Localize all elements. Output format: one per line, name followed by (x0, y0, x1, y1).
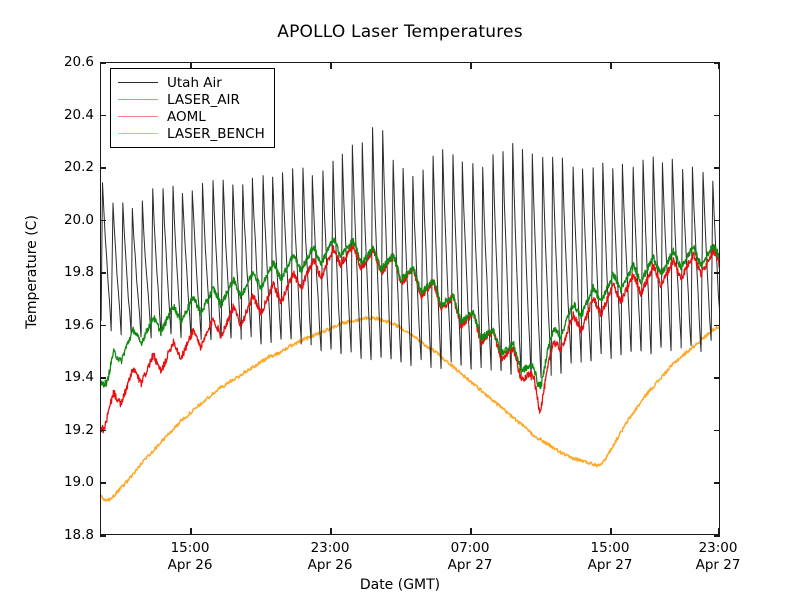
legend-label: Utah Air (167, 74, 222, 91)
y-tick-mark (714, 167, 720, 169)
y-tick-label: 19.8 (63, 264, 94, 281)
y-tick-label: 20.4 (63, 106, 94, 123)
y-tick-mark (714, 272, 720, 274)
y-tick-label: 18.8 (63, 527, 94, 543)
plot-svg (101, 127, 719, 502)
x-tick-mark (190, 62, 192, 69)
legend-item[interactable]: LASER_BENCH (118, 125, 265, 142)
x-tick-label: 15:00 Apr 27 (555, 540, 665, 574)
y-tick-label: 20.0 (63, 211, 94, 228)
legend-label: AOML (167, 108, 206, 125)
x-tick-mark (610, 528, 612, 535)
y-tick-mark (714, 535, 720, 537)
y-tick-mark (714, 324, 720, 327)
x-axis-tick-labels: 15:00 Apr 26 23:00 Apr 26 07:00 Apr 27 15:00 Ap… (0, 540, 800, 584)
y-tick-label: 19.4 (63, 369, 94, 386)
x-tick-mark (470, 62, 472, 69)
y-tick-mark (100, 324, 106, 327)
y-tick-mark (714, 377, 720, 379)
x-tick-time: 15:00 (170, 540, 210, 556)
y-tick-label: 19.0 (63, 474, 94, 491)
y-axis-tick-labels: 18.8 19.0 19.2 19.4 19.6 19.8 20.0 20.2 20.4 20.6 (34, 54, 94, 543)
y-tick-label: 19.2 (63, 421, 94, 438)
legend-item[interactable]: AOML (118, 108, 265, 125)
x-tick-date: Apr 27 (587, 557, 633, 573)
x-tick-date: Apr 27 (447, 557, 493, 573)
y-tick-mark (100, 377, 106, 379)
y-tick-mark (714, 62, 720, 64)
y-tick-mark (100, 429, 106, 432)
y-tick-mark (714, 219, 720, 222)
legend-item[interactable]: LASER_AIR (118, 91, 265, 108)
chart-title: APOLLO Laser Temperatures (277, 22, 523, 42)
x-axis-label: Date (GMT) (359, 577, 441, 593)
x-tick-label: 23:00 Apr 27 (663, 540, 773, 574)
x-tick-label: 07:00 Apr 27 (415, 540, 525, 574)
chart-legend: Utah Air LASER_AIR AOML LASER_BENCH (110, 68, 275, 148)
y-tick-mark (100, 535, 106, 537)
y-tick-mark (714, 114, 720, 117)
x-tick-mark (190, 528, 192, 535)
y-tick-mark (100, 167, 106, 169)
x-tick-date: Apr 26 (307, 557, 353, 573)
x-tick-mark (718, 62, 720, 69)
y-tick-mark (714, 429, 720, 432)
y-tick-mark (100, 114, 106, 117)
x-tick-mark (718, 528, 720, 535)
legend-color-swatch (118, 82, 158, 83)
legend-color-swatch (118, 133, 158, 134)
legend-label: LASER_BENCH (167, 125, 265, 142)
y-tick-mark (100, 272, 106, 274)
x-tick-time: 15:00 (590, 540, 630, 556)
x-tick-date: Apr 27 (695, 557, 741, 573)
series-line-utah-air (101, 127, 719, 381)
x-tick-time: 23:00 (698, 540, 738, 556)
legend-color-swatch (118, 99, 158, 100)
y-tick-mark (714, 482, 720, 485)
x-tick-mark (610, 62, 612, 69)
legend-label: LASER_AIR (167, 91, 240, 108)
x-tick-mark (330, 528, 332, 535)
y-tick-label: 19.6 (63, 316, 94, 333)
x-tick-mark (470, 528, 472, 535)
series-line-laser-air (101, 236, 719, 390)
x-tick-time: 23:00 (310, 540, 350, 556)
x-tick-label: 23:00 Apr 26 (275, 540, 385, 574)
legend-item[interactable]: Utah Air (118, 74, 265, 91)
x-tick-mark (330, 62, 332, 69)
y-tick-mark (100, 482, 106, 485)
y-tick-label: 20.6 (63, 54, 94, 70)
y-tick-mark (100, 219, 106, 222)
y-tick-label: 20.2 (63, 159, 94, 176)
legend-color-swatch (118, 116, 158, 117)
y-tick-mark (100, 62, 106, 64)
x-tick-time: 07:00 (450, 540, 490, 556)
x-tick-label: 15:00 Apr 26 (135, 540, 245, 574)
x-tick-date: Apr 26 (167, 557, 213, 573)
